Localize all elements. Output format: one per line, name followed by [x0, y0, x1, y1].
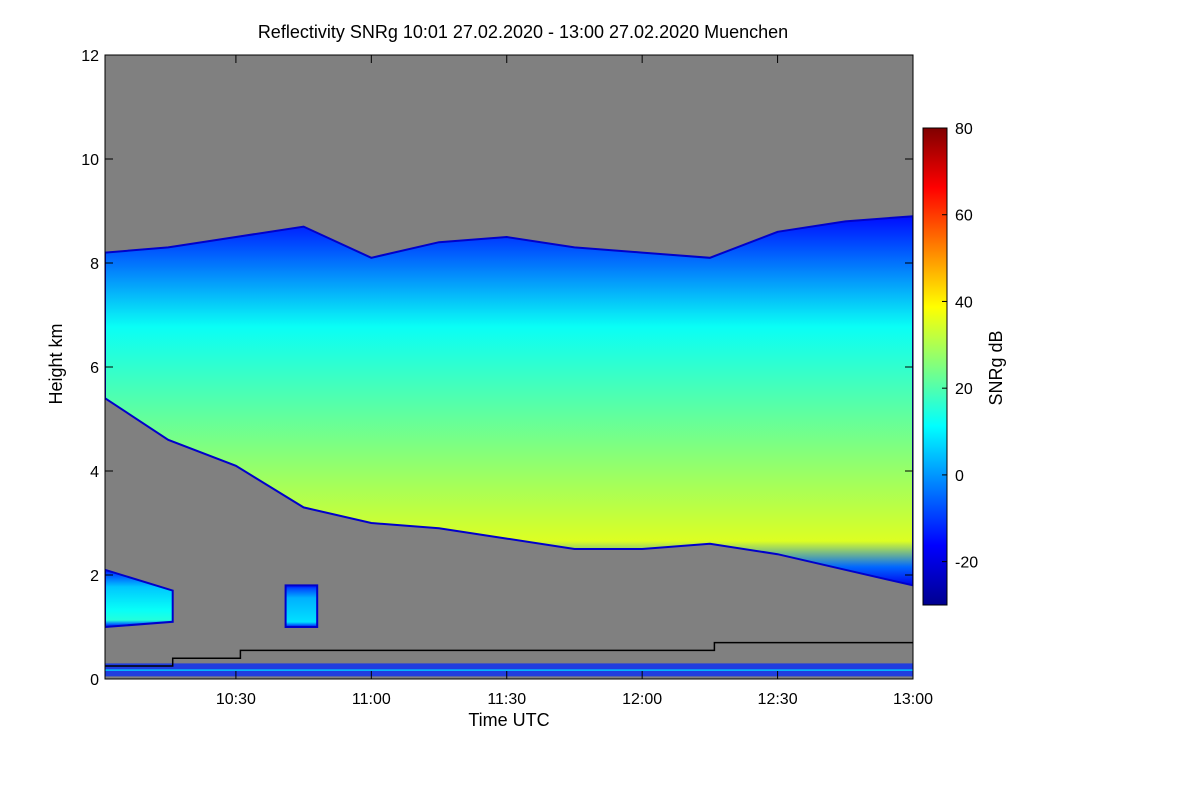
colorbar-tick-label: -20: [955, 555, 978, 572]
colorbar-gradient: [922, 127, 948, 606]
cloud-layer-low-cloud-patch-2: [284, 584, 319, 628]
y-tick-label: 12: [81, 48, 99, 65]
cloud-layer-low-cloud-patch-1: [105, 568, 174, 629]
y-axis-label: Height km: [46, 323, 66, 404]
y-tick-label: 2: [90, 568, 99, 585]
colorbar-ticks: -20 0 20 40 60 80: [942, 121, 978, 572]
y-tick-label: 6: [90, 360, 99, 377]
x-tick-label: 11:00: [352, 691, 391, 708]
y-tick-label: 10: [81, 152, 99, 169]
chart-title: Reflectivity SNRg 10:01 27.02.2020 - 13:…: [258, 22, 788, 42]
colorbar-tick-label: 40: [955, 294, 973, 311]
step-line: [105, 641, 913, 667]
y-axis: 0 2 4 6 8 10 12: [81, 48, 913, 689]
colorbar-label: SNRg dB: [986, 330, 1006, 405]
x-axis-label: Time UTC: [468, 710, 549, 730]
x-axis: 10:30 11:00 11:30 12:00 12:30 13:00: [216, 55, 933, 708]
y-tick-label: 8: [90, 256, 99, 273]
x-tick-label: 12:00: [622, 691, 662, 708]
colorbar-tick-label: 20: [955, 381, 973, 398]
x-tick-label: 11:30: [487, 691, 526, 708]
colorbar-tick-label: 60: [955, 208, 973, 225]
y-tick-label: 0: [90, 672, 99, 689]
colorbar-tick-label: 0: [955, 468, 964, 485]
colorbar: -20 0 20 40 60 80 SNRg dB: [922, 121, 1006, 606]
y-tick-label: 4: [90, 464, 99, 481]
x-tick-label: 13:00: [893, 691, 933, 708]
cloud-layer-cloud-0: [105, 215, 913, 587]
colorbar-tick-label: 80: [955, 121, 973, 138]
plot-area: [105, 55, 913, 679]
x-tick-label: 10:30: [216, 691, 256, 708]
x-tick-label: 12:30: [758, 691, 798, 708]
